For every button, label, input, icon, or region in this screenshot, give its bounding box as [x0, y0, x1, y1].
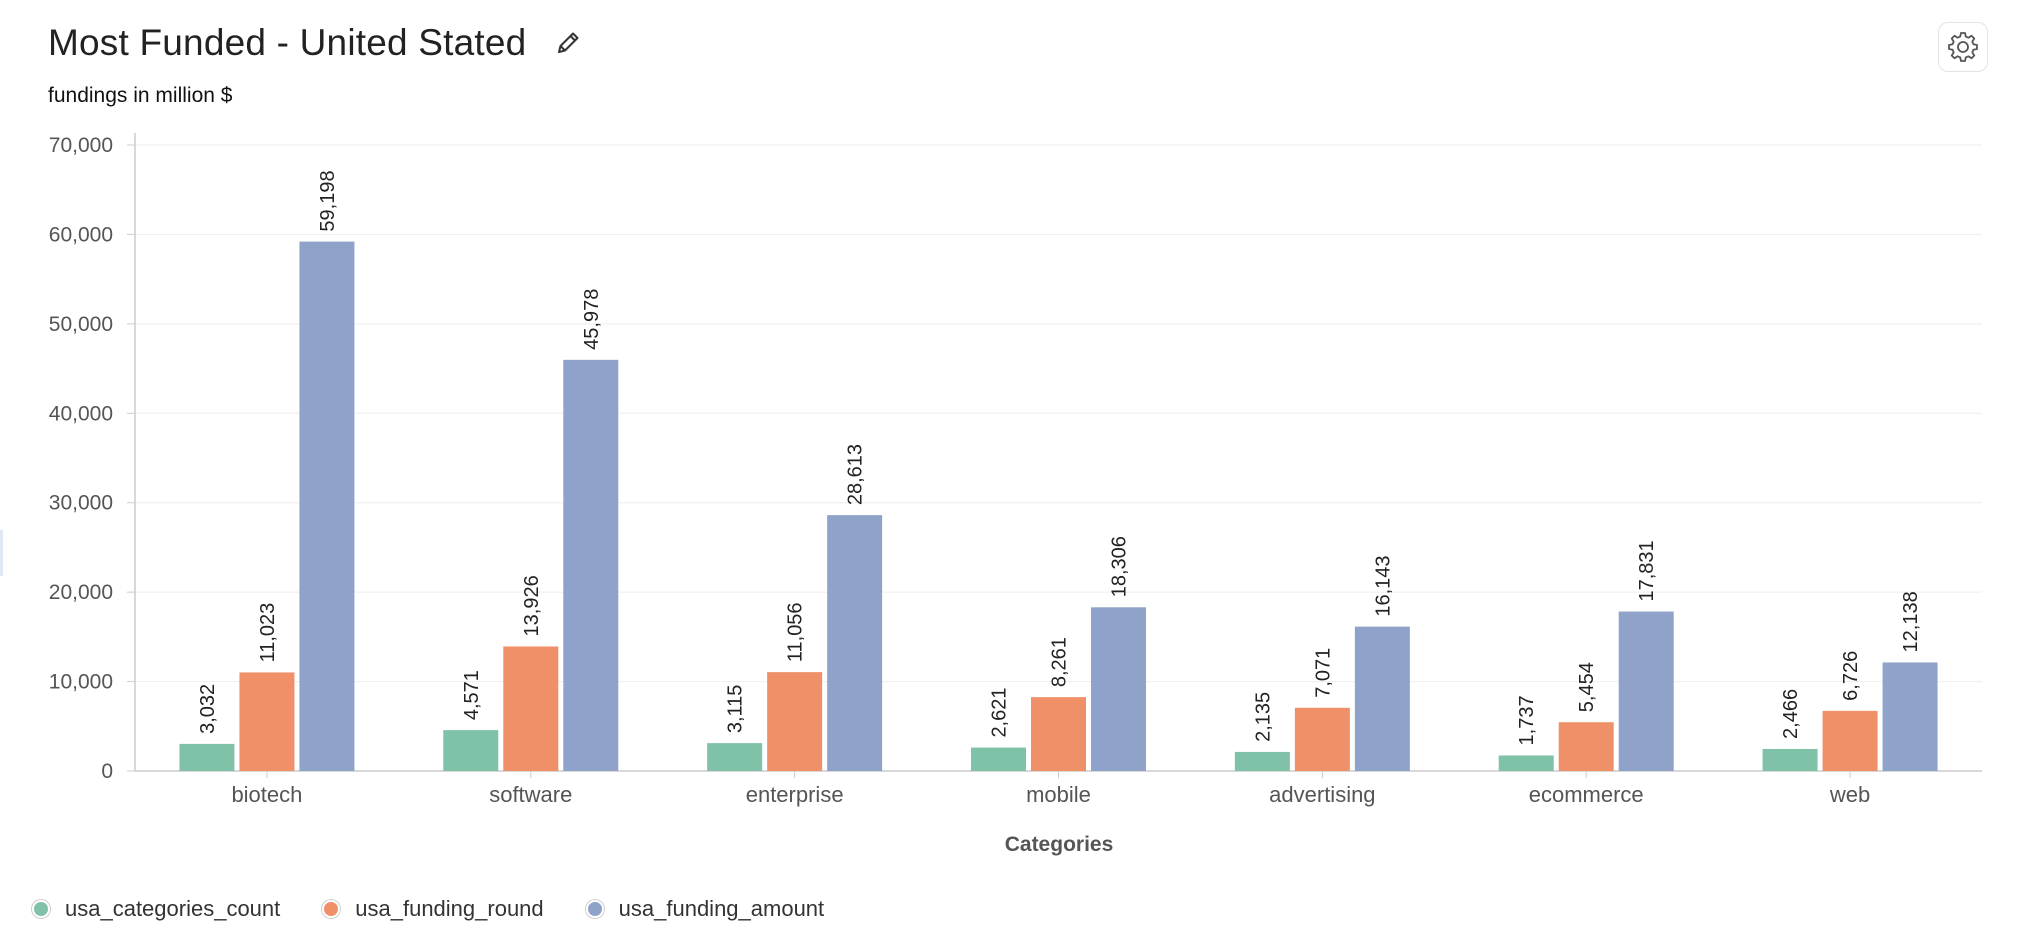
x-tick-label: ecommerce [1529, 782, 1644, 807]
y-tick-label: 20,000 [49, 581, 113, 604]
bar-usa-funding-round[interactable] [503, 646, 559, 771]
bar-chart: 0 10,000 20,000 30,000 40,000 50,000 60,000 70,… [49, 133, 1982, 856]
x-tick-label: biotech [231, 782, 302, 807]
side-marker [0, 530, 3, 576]
legend-item-usa-funding-amount[interactable]: usa_funding_amount [585, 896, 825, 922]
data-label: 45,978 [581, 289, 603, 350]
bar-usa-funding-amount[interactable] [1882, 662, 1938, 771]
data-label: 4,571 [461, 670, 483, 720]
legend-item-usa-categories-count[interactable]: usa_categories_count [32, 896, 280, 922]
bar-usa-funding-round[interactable] [1558, 722, 1614, 771]
x-tick-label: enterprise [746, 782, 844, 807]
data-label: 3,032 [197, 684, 219, 734]
data-label: 12,138 [1900, 591, 1922, 652]
bar-usa-funding-amount[interactable] [299, 241, 355, 772]
y-tick-label: 60,000 [49, 223, 113, 246]
bar-usa-categories-count[interactable] [443, 730, 499, 771]
y-tick-label: 40,000 [49, 402, 113, 425]
data-label: 2,621 [989, 687, 1011, 737]
data-label: 3,115 [725, 685, 747, 734]
legend: usa_categories_count usa_funding_round u… [32, 896, 866, 922]
chart-subtitle: fundings in million $ [48, 84, 233, 107]
x-tick-label: mobile [1026, 782, 1091, 807]
edit-title-button[interactable] [550, 25, 586, 61]
data-label: 28,613 [845, 444, 867, 505]
bar-usa-categories-count[interactable] [707, 743, 763, 771]
bar-usa-funding-round[interactable] [767, 672, 823, 771]
data-label: 11,056 [785, 602, 807, 662]
title-row: Most Funded - United Stated [48, 22, 586, 64]
data-label: 6,726 [1840, 651, 1862, 701]
data-label: 17,831 [1636, 540, 1658, 601]
bar-usa-funding-amount[interactable] [827, 515, 883, 771]
bar-usa-funding-amount[interactable] [1618, 611, 1674, 771]
data-label: 59,198 [317, 170, 339, 231]
bar-usa-categories-count[interactable] [179, 743, 235, 771]
bar-usa-funding-round[interactable] [1822, 710, 1878, 771]
bar-usa-funding-amount[interactable] [1091, 607, 1146, 771]
legend-swatch [32, 900, 50, 918]
x-tick-label: software [489, 782, 572, 807]
data-label: 7,071 [1312, 648, 1334, 698]
data-label: 18,306 [1109, 536, 1131, 597]
data-label: 2,135 [1252, 692, 1274, 742]
data-label: 1,737 [1516, 695, 1538, 745]
data-label: 13,926 [521, 575, 543, 636]
legend-label: usa_funding_amount [618, 896, 825, 921]
x-tick-label: web [1829, 782, 1870, 807]
data-label: 11,023 [257, 603, 279, 663]
data-label: 2,466 [1780, 689, 1802, 739]
legend-item-usa-funding-round[interactable]: usa_funding_round [322, 896, 544, 922]
bar-usa-funding-round[interactable] [239, 672, 295, 771]
x-tick-label: advertising [1269, 782, 1375, 807]
legend-swatch [585, 900, 604, 918]
bar-usa-funding-amount[interactable] [1354, 626, 1410, 771]
bar-usa-funding-amount[interactable] [563, 359, 619, 771]
data-label: 8,261 [1049, 637, 1071, 687]
settings-button[interactable] [1938, 22, 1988, 72]
y-tick-label: 0 [101, 760, 113, 783]
chart-title: Most Funded - United Stated [48, 22, 527, 63]
y-tick-label: 10,000 [49, 671, 113, 694]
legend-swatch [322, 900, 341, 918]
bar-usa-categories-count[interactable] [1762, 748, 1818, 771]
data-label: 5,454 [1576, 662, 1598, 712]
y-tick-label: 50,000 [49, 313, 113, 336]
bar-usa-funding-round[interactable] [1294, 707, 1350, 771]
y-tick-label: 30,000 [49, 492, 113, 515]
legend-label: usa_categories_count [65, 896, 281, 921]
pencil-icon [558, 32, 579, 53]
bar-usa-categories-count[interactable] [1234, 751, 1290, 771]
legend-label: usa_funding_round [355, 896, 544, 921]
bar-usa-categories-count[interactable] [1498, 755, 1554, 771]
data-label: 16,143 [1372, 555, 1394, 616]
gear-icon [1948, 32, 1978, 62]
bar-usa-categories-count[interactable] [971, 747, 1026, 771]
bar-usa-funding-round[interactable] [1031, 697, 1086, 771]
y-tick-label: 70,000 [49, 134, 113, 157]
x-axis-label: Categories [1005, 833, 1114, 856]
